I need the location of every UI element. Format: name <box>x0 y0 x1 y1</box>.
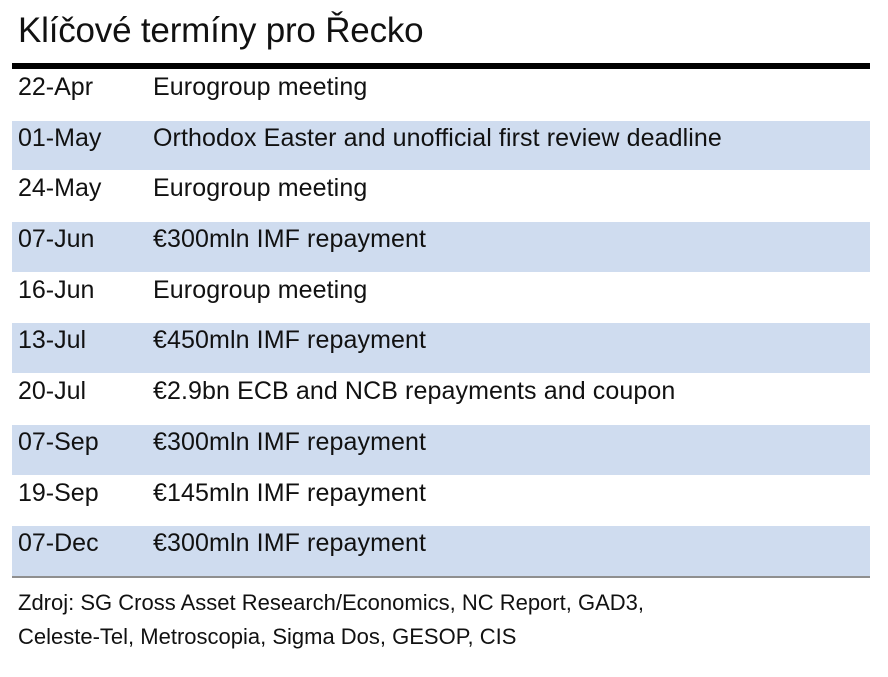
date-cell: 01-May <box>18 123 102 152</box>
source-note: Zdroj: SG Cross Asset Research/Economics… <box>18 586 644 654</box>
event-cell: €300mln IMF repayment <box>153 529 427 558</box>
table-row: 01-May Orthodox Easter and unofficial fi… <box>12 119 870 171</box>
event-cell: Eurogroup meeting <box>153 73 368 101</box>
date-cell: 13-Jul <box>18 326 87 355</box>
event-cell: Eurogroup meeting <box>153 174 368 203</box>
table-row: 13-Jul €450mln IMF repayment <box>12 322 870 374</box>
table-row: 24-May Eurogroup meeting <box>12 170 870 221</box>
date-cell: 22-Apr <box>18 73 94 101</box>
date-cell: 16-Jun <box>18 275 95 304</box>
source-line-1: Zdroj: SG Cross Asset Research/Economics… <box>18 590 644 615</box>
table-row: 16-Jun Eurogroup meeting <box>12 272 870 323</box>
date-cell: 07-Dec <box>18 529 99 558</box>
date-cell: 24-May <box>18 174 102 203</box>
event-cell: €450mln IMF repayment <box>153 326 427 355</box>
event-cell: €300mln IMF repayment <box>153 225 427 254</box>
title-rule <box>12 63 870 69</box>
date-cell: 20-Jul <box>18 377 87 406</box>
date-cell: 07-Sep <box>18 427 99 456</box>
event-cell: €145mln IMF repayment <box>153 478 427 507</box>
event-cell: Orthodox Easter and unofficial first rev… <box>153 123 722 152</box>
source-line-2: Celeste-Tel, Metroscopia, Sigma Dos, GES… <box>18 624 517 649</box>
table-row: 19-Sep €145mln IMF repayment <box>12 475 870 526</box>
table-row: 22-Apr Eurogroup meeting <box>12 69 870 120</box>
page-title: Klíčové termíny pro Řecko <box>18 11 424 50</box>
table-row: 07-Sep €300mln IMF repayment <box>12 423 870 475</box>
table-row: 07-Dec €300mln IMF repayment <box>12 525 870 576</box>
table-bottom-rule <box>12 576 870 578</box>
event-cell: €2.9bn ECB and NCB repayments and coupon <box>153 377 676 406</box>
date-cell: 07-Jun <box>18 225 95 254</box>
event-cell: €300mln IMF repayment <box>153 427 427 456</box>
event-cell: Eurogroup meeting <box>153 275 368 304</box>
table-row: 07-Jun €300mln IMF repayment <box>12 221 870 272</box>
date-cell: 19-Sep <box>18 478 99 507</box>
table-row: 20-Jul €2.9bn ECB and NCB repayments and… <box>12 373 870 424</box>
dates-table: 22-Apr Eurogroup meeting 01-May Orthodox… <box>12 69 870 576</box>
